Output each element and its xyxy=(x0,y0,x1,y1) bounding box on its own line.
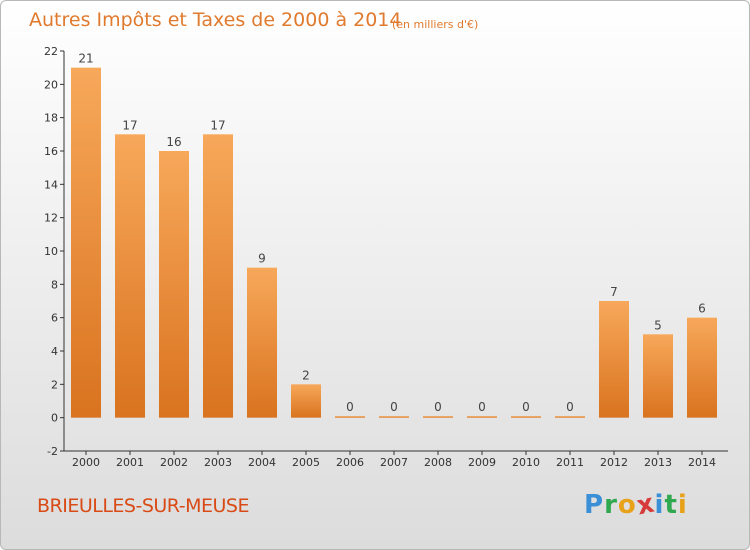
x-tick-label: 2000 xyxy=(72,456,100,469)
logo-letter: t xyxy=(664,490,678,520)
y-tick-label: 14 xyxy=(44,178,58,191)
y-tick-label: 2 xyxy=(51,378,58,391)
x-tick-label: 2002 xyxy=(160,456,188,469)
x-tick-label: 2010 xyxy=(512,456,540,469)
chart-title: Autres Impôts et Taxes de 2000 à 2014 xyxy=(29,9,402,31)
bar-2009 xyxy=(467,416,497,418)
bar-2004 xyxy=(247,267,277,418)
bar-2003 xyxy=(203,134,233,418)
value-label: 7 xyxy=(610,285,618,299)
value-label: 2 xyxy=(302,368,310,382)
y-tick-label: 16 xyxy=(44,145,58,158)
x-tick-label: 2013 xyxy=(644,456,672,469)
value-label: 0 xyxy=(434,400,442,414)
bar-2006 xyxy=(335,416,365,418)
value-label: 0 xyxy=(390,400,398,414)
bars xyxy=(71,67,717,418)
labels: 2000 21 2001 17 2002 16 2003 17 2004 9 2005 2 2006 0 2… xyxy=(72,52,716,469)
value-label: 0 xyxy=(522,400,530,414)
value-label: 0 xyxy=(478,400,486,414)
value-label: 17 xyxy=(210,118,225,132)
value-label: 21 xyxy=(78,52,93,66)
bar-2000 xyxy=(71,67,101,418)
bar-2014 xyxy=(687,317,717,418)
x-tick-label: 2003 xyxy=(204,456,232,469)
bar-2005 xyxy=(291,384,321,418)
proxiti-logo[interactable]: Proxiti xyxy=(584,488,688,521)
bar-2001 xyxy=(115,134,145,418)
value-label: 16 xyxy=(166,135,181,149)
logo-letter: P xyxy=(584,490,605,520)
chart-unit-label: (en milliers d'€) xyxy=(392,18,479,31)
y-tick-label: 20 xyxy=(44,78,58,91)
bar-2012 xyxy=(599,301,629,418)
bar-2010 xyxy=(511,416,541,418)
y-tick-label: -2 xyxy=(47,445,58,458)
y-tick-label: 18 xyxy=(44,112,58,125)
commune-name: BRIEULLES-SUR-MEUSE xyxy=(37,495,249,517)
x-tick-label: 2014 xyxy=(688,456,716,469)
y-tick-label: 8 xyxy=(51,278,58,291)
value-label: 5 xyxy=(654,318,662,332)
y-tick-label: 12 xyxy=(44,212,58,225)
bar-2011 xyxy=(555,416,585,418)
logo-letter: i xyxy=(677,490,688,520)
x-tick-label: 2007 xyxy=(380,456,408,469)
logo-letter: r xyxy=(604,490,618,520)
x-tick-label: 2011 xyxy=(556,456,584,469)
value-label: 0 xyxy=(566,400,574,414)
bar-2013 xyxy=(643,334,673,418)
value-label: 0 xyxy=(346,400,354,414)
bar-2008 xyxy=(423,416,453,418)
y-tick-label: 10 xyxy=(44,245,58,258)
value-label: 9 xyxy=(258,252,266,266)
x-tick-label: 2001 xyxy=(116,456,144,469)
x-tick-label: 2006 xyxy=(336,456,364,469)
y-tick-label: 22 xyxy=(44,45,58,58)
x-tick-label: 2005 xyxy=(292,456,320,469)
x-tick-label: 2008 xyxy=(424,456,452,469)
bar-2007 xyxy=(379,416,409,418)
y-tick-label: 6 xyxy=(51,312,58,325)
x-tick-label: 2004 xyxy=(248,456,276,469)
logo-letter: i xyxy=(654,490,665,520)
y-tick-label: 0 xyxy=(51,412,58,425)
x-tick-label: 2012 xyxy=(600,456,628,469)
value-label: 17 xyxy=(122,118,137,132)
logo-letter: o xyxy=(617,490,637,520)
value-label: 6 xyxy=(698,302,706,316)
bar-2002 xyxy=(159,151,189,418)
x-tick-label: 2009 xyxy=(468,456,496,469)
y-tick-label: 4 xyxy=(51,345,58,358)
